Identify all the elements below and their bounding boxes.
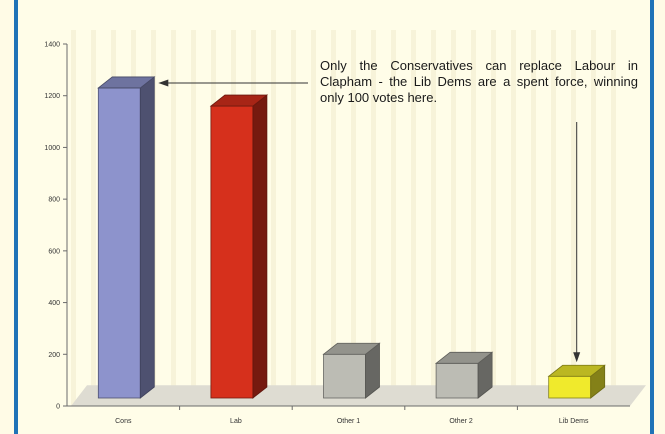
y-tick-label: 200 — [48, 352, 60, 359]
y-tick-label: 1200 — [44, 93, 60, 100]
frame-border-left — [14, 0, 18, 434]
bar — [210, 105, 254, 399]
x-tick-label: Other 1 — [337, 418, 360, 425]
background-stripe — [311, 30, 316, 406]
y-tick-label: 0 — [56, 404, 60, 411]
bar — [97, 87, 141, 399]
background-stripe — [171, 30, 176, 406]
background-stripe — [431, 30, 436, 406]
background-stripe — [511, 30, 516, 406]
y-tick-label: 1400 — [44, 42, 60, 49]
bar-top — [209, 94, 269, 107]
frame-border-right — [650, 0, 654, 434]
y-tick-label: 1000 — [44, 145, 60, 152]
bar-side — [139, 76, 155, 399]
background-stripe — [551, 30, 556, 406]
bar-top — [434, 351, 494, 364]
x-tick-label: Lab — [230, 418, 242, 425]
background-stripe — [371, 30, 376, 406]
bar — [548, 375, 592, 399]
x-tick-label: Other 2 — [449, 418, 472, 425]
annotation-arrowhead — [573, 352, 581, 363]
background-stripe — [491, 30, 496, 406]
background-stripe — [291, 30, 296, 406]
background-stripe — [351, 30, 356, 406]
bar-top — [547, 364, 606, 377]
y-tick-label: 600 — [48, 248, 60, 255]
background-stripe — [271, 30, 276, 406]
background-stripe — [391, 30, 396, 406]
background-stripe — [591, 30, 596, 406]
y-tick-label: 800 — [48, 197, 60, 204]
annotation-arrowhead — [158, 79, 169, 87]
bar-top — [322, 342, 381, 355]
background-stripe — [571, 30, 576, 406]
chart-annotation: Only the Conservatives can replace Labou… — [320, 58, 638, 105]
background-stripe — [91, 30, 96, 406]
background-stripe — [411, 30, 416, 406]
background-stripe — [471, 30, 476, 406]
background-stripe — [611, 30, 616, 406]
bar — [435, 362, 479, 399]
bar — [323, 353, 366, 399]
x-tick-label: Lib Dems — [559, 418, 589, 425]
bar-side — [252, 94, 268, 399]
background-stripe — [71, 30, 76, 406]
bar-chart: 0 200 400 600 800 1000 1200 1400 Cons Lab Other 1 O… — [44, 30, 646, 425]
background-stripe — [531, 30, 536, 406]
background-stripe — [331, 30, 336, 406]
x-tick-label: Cons — [115, 418, 132, 425]
bar-top — [97, 76, 156, 89]
background-stripe — [191, 30, 196, 406]
background-stripe — [451, 30, 456, 406]
chart-panel: 0 200 400 600 800 1000 1200 1400 Cons Lab Other 1 O… — [18, 0, 650, 434]
y-tick-label: 400 — [48, 300, 60, 307]
